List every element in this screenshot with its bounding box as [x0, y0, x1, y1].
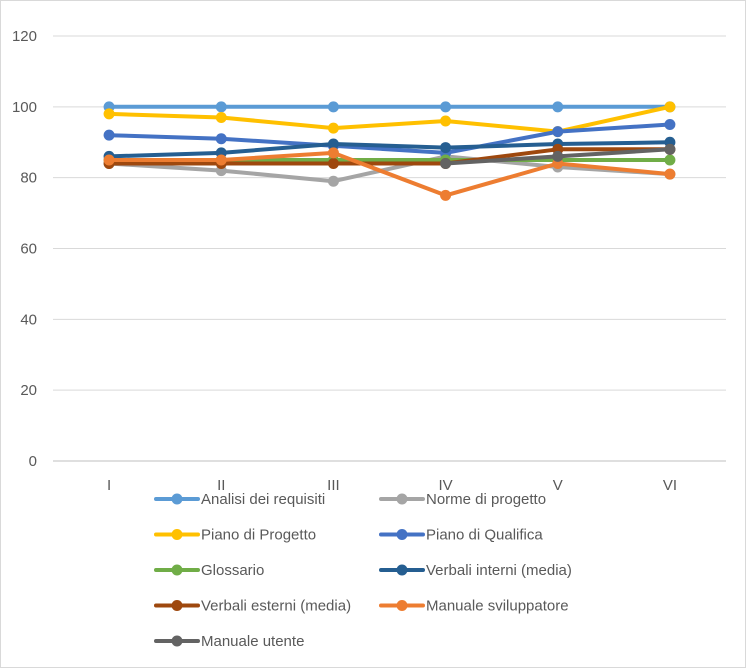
legend-swatch-marker: [396, 529, 408, 540]
data-point: [103, 108, 115, 120]
legend-label: Piano di Progetto: [201, 527, 316, 544]
series-line: [107, 140, 672, 159]
data-point: [552, 150, 564, 162]
data-point: [327, 122, 339, 134]
data-point: [664, 101, 676, 113]
y-tick-label: 120: [12, 28, 37, 45]
legend-item: Verbali interni (media): [379, 562, 572, 579]
data-point: [103, 129, 115, 141]
data-point: [440, 142, 452, 154]
data-point: [552, 101, 564, 113]
data-point: [215, 101, 227, 113]
legend: Analisi dei requisiti Norme di progetto Pi…: [154, 491, 572, 650]
legend-item: Glossario: [154, 562, 264, 579]
y-tick-label: 80: [20, 170, 37, 187]
data-point: [215, 154, 227, 166]
legend-item: Piano di Qualifica: [379, 527, 543, 544]
x-axis-ticks: I II III IV V VI: [107, 477, 677, 494]
legend-swatch-marker: [396, 493, 408, 505]
legend-label: Glossario: [201, 562, 264, 579]
series-line: [107, 150, 672, 198]
y-tick-label: 20: [20, 382, 37, 399]
legend-swatch-marker: [396, 564, 408, 576]
x-tick-label: IV: [438, 477, 452, 494]
data-point: [327, 138, 339, 150]
series-line: [107, 147, 672, 166]
y-tick-label: 40: [20, 311, 37, 328]
data-point: [552, 126, 564, 138]
legend-swatch-marker: [171, 564, 183, 576]
data-point: [440, 189, 452, 201]
data-point: [215, 133, 227, 145]
y-tick-label: 60: [20, 241, 37, 258]
x-tick-label: VI: [663, 477, 677, 494]
x-tick-label: II: [217, 477, 225, 494]
legend-item: Norme di progetto: [379, 491, 546, 508]
y-tick-label: 100: [12, 99, 37, 116]
data-point: [664, 154, 676, 166]
legend-label: Norme di progetto: [426, 491, 546, 508]
x-tick-label: V: [553, 477, 563, 494]
series-1: [103, 101, 676, 113]
data-point: [664, 119, 676, 131]
legend-label: Manuale utente: [201, 633, 304, 650]
data-point: [215, 111, 227, 123]
series-line: [107, 122, 672, 155]
data-point: [664, 143, 676, 155]
gridlines: [53, 35, 726, 462]
x-tick-label: I: [107, 477, 111, 494]
y-axis-ticks: 0 20 40 60 80 100 120: [12, 28, 37, 470]
legend-label: Piano di Qualifica: [426, 527, 543, 544]
legend-item: Piano di Progetto: [154, 527, 316, 544]
legend-item: Manuale utente: [154, 633, 304, 650]
data-point: [440, 101, 452, 113]
data-point: [327, 147, 339, 159]
legend-item: Analisi dei requisiti: [154, 491, 325, 508]
data-point: [103, 154, 115, 166]
legend-label: Verbali esterni (media): [201, 598, 351, 615]
series-9: [440, 143, 676, 169]
data-point: [440, 115, 452, 127]
x-tick-label: III: [327, 477, 340, 494]
y-tick-label: 0: [29, 453, 37, 470]
data-point: [327, 101, 339, 113]
series-line: [107, 104, 672, 134]
legend-label: Analisi dei requisiti: [201, 491, 325, 508]
data-point: [327, 175, 339, 187]
legend-swatch-marker: [171, 635, 183, 647]
series-lines: [103, 101, 676, 201]
legend-swatch-marker: [171, 493, 183, 505]
legend-label: Manuale sviluppatore: [426, 598, 569, 615]
legend-item: Verbali esterni (media): [154, 598, 351, 615]
legend-swatch-marker: [171, 529, 183, 540]
data-point: [440, 158, 452, 169]
legend-swatch-marker: [396, 600, 408, 611]
legend-label: Verbali interni (media): [426, 562, 572, 579]
data-point: [664, 168, 676, 180]
legend-swatch-marker: [171, 600, 183, 611]
legend-item: Manuale sviluppatore: [379, 598, 569, 615]
data-point: [327, 158, 339, 169]
series-line: [107, 154, 672, 184]
